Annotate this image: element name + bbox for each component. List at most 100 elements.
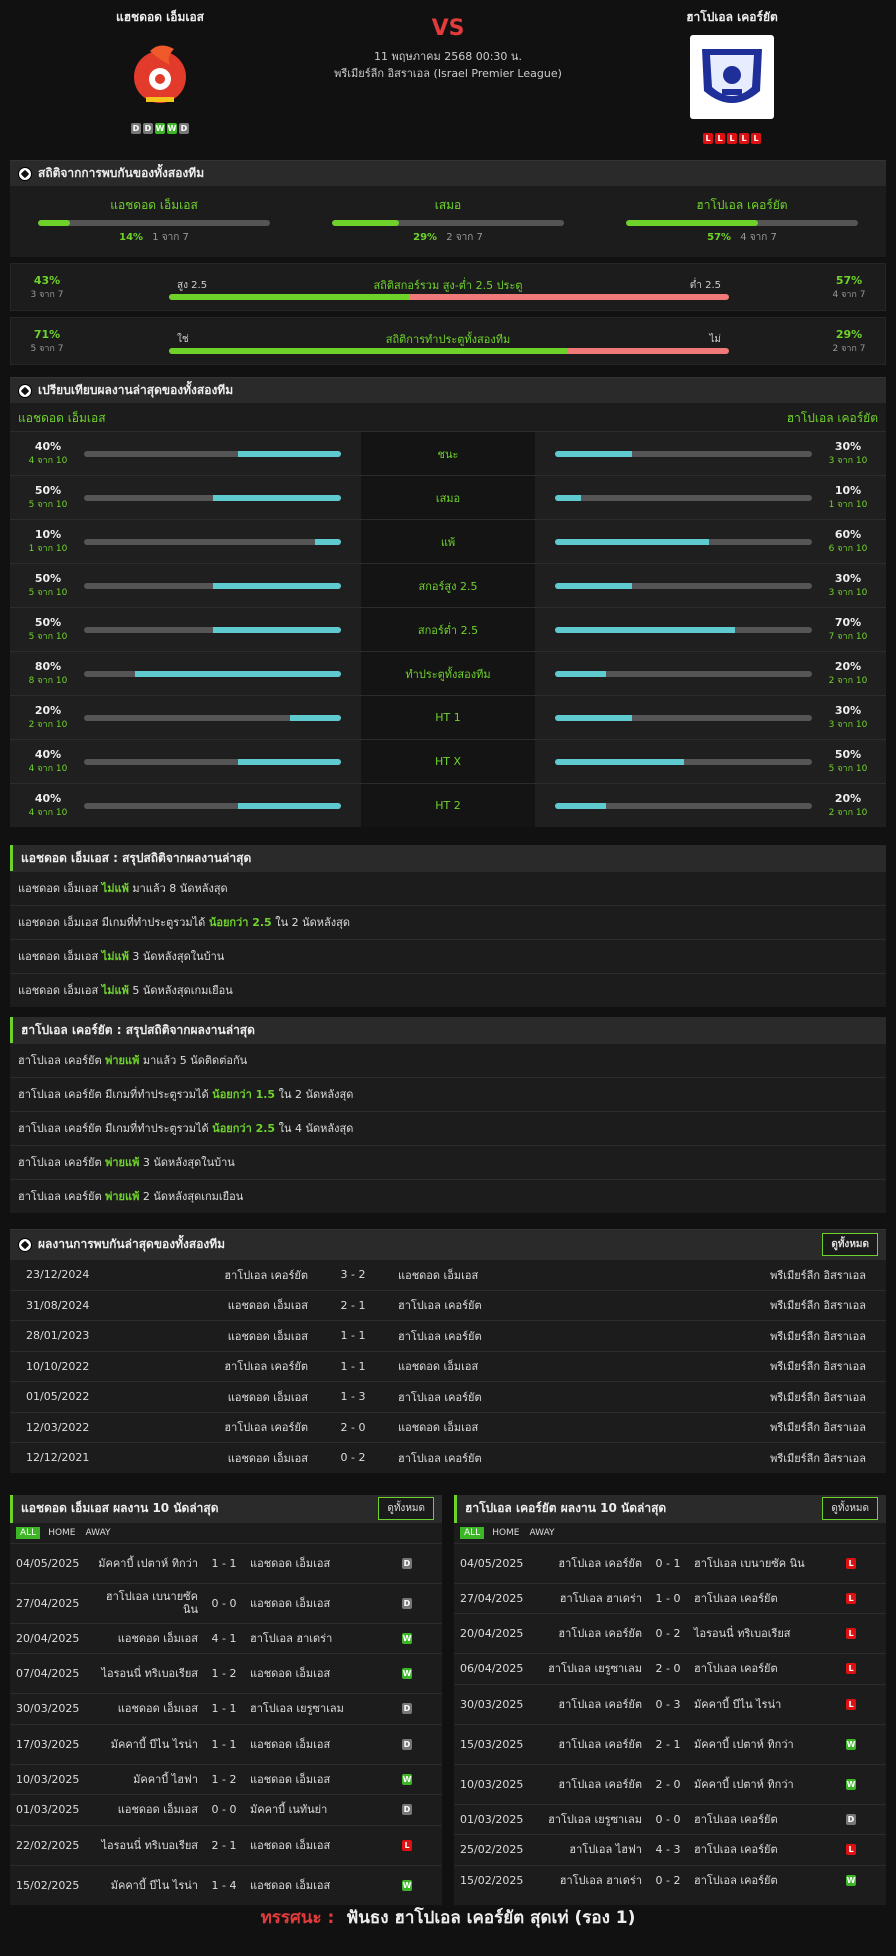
h2h-list-title: ผลงานการพบกันล่าสุดของทั้งสองทีม [38, 1237, 226, 1251]
match-home: ฮาโปเอล เบนายซัค นิน [105, 1590, 198, 1616]
summary-highlight: น้อยกว่า 2.5 [208, 916, 272, 929]
compare-left-sub: 1 จาก 10 [28, 544, 68, 554]
compare-left-sub: 2 จาก 10 [28, 720, 68, 730]
result-badge: L [846, 1844, 856, 1856]
tab-all[interactable]: ALL [460, 1526, 485, 1539]
match-score: 1 - 1 [211, 1556, 237, 1570]
h2h-col-label: แอชดอด เอ็มเอส [110, 198, 198, 212]
match-away: ฮาโปเอล เคอร์ยัต [398, 1451, 482, 1465]
h2h-bar [332, 220, 564, 226]
compare-left-fill [212, 627, 341, 633]
summary-highlight: ไม่แพ้ [101, 950, 129, 963]
match-home: ฮาโปเอล ฮาเดร่า [559, 1591, 642, 1605]
summary-team: ฮาโปเอล เคอร์ยัต [18, 1156, 102, 1169]
compare-right-pct: 30% [834, 704, 862, 717]
h2h-stats-header: สถิติจากการพบกันของทั้งสองทีม [10, 160, 886, 186]
match-home: ฮาโปเอล เคอร์ยัต [558, 1627, 642, 1640]
match-away: ฮาโปเอล เคอร์ยัต [694, 1662, 778, 1676]
compare-left-pct: 40% [34, 792, 62, 805]
compare-right-stat: 70% 7 จาก 10 [828, 616, 868, 643]
summary-team: แอชดอด เอ็มเอส [18, 950, 99, 963]
compare-left-pct: 10% [34, 528, 62, 541]
result-badge: D [402, 1557, 412, 1569]
h2h-bar [38, 220, 270, 226]
ou-title: สถิติสกอร์รวม สูง-ต่ำ 2.5 ประตู [373, 279, 523, 292]
match-score: 1 - 1 [340, 1359, 366, 1373]
tab-all[interactable]: ALL [16, 1526, 41, 1539]
compare-label: HT 1 [361, 696, 535, 739]
summary-post: ใน 4 นัดหลังสุด [278, 1122, 354, 1135]
result-badge: D [402, 1738, 412, 1750]
compare-left-fill [135, 671, 341, 677]
view-all-button[interactable]: ดูทั้งหมด [822, 1497, 878, 1520]
compare-right-fill [555, 627, 735, 633]
compare-left-pct: 40% [34, 440, 62, 453]
tab-home[interactable]: HOME [48, 1527, 76, 1538]
tab-home[interactable]: HOME [492, 1527, 520, 1538]
table-row: 28/01/2023 แอชดอด เอ็มเอส 1 - 1 ฮาโปเอล เคอ… [10, 1320, 886, 1351]
match-away: มัคคาบี้ เนทันย่า [250, 1803, 328, 1817]
match-date: 12/03/2022 [26, 1420, 90, 1434]
compare-right: 50% 5 จาก 10 [535, 740, 886, 783]
tab-away[interactable]: AWAY [529, 1527, 555, 1538]
last10-away-panel: ฮาโปเอล เคอร์ยัต ผลงาน 10 นัดล่าสุด ดูทั… [454, 1494, 886, 1905]
h2h-col-pct: 29% [413, 232, 438, 243]
tab-away[interactable]: AWAY [85, 1527, 111, 1538]
summary-highlight: น้อยกว่า 2.5 [212, 1122, 276, 1135]
match-home: ไอรอนนี่ ทริเบอเรียส [101, 1838, 198, 1852]
match-home: ฮาโปเอล เคอร์ยัต [224, 1421, 308, 1435]
match-score: 0 - 3 [655, 1697, 681, 1711]
h2h-result-cols: แอชดอด เอ็มเอส 14% 1 จาก 7 เสมอ 29% 2 จา… [10, 186, 886, 257]
compare-left-fill [315, 539, 341, 545]
compare-right-pct: 50% [834, 748, 862, 761]
compare-right-stat: 30% 3 จาก 10 [828, 572, 868, 599]
match-home: ฮาโปเอล ฮาเดร่า [559, 1873, 642, 1887]
match-score: 2 - 0 [655, 1662, 681, 1676]
match-date: 22/02/2025 [16, 1838, 80, 1852]
match-date: 17/03/2025 [16, 1737, 80, 1751]
compare-right: 20% 2 จาก 10 [535, 652, 886, 695]
match-league: พรีเมียร์ลีก อิสราเอล [770, 1360, 866, 1374]
compare-right-bar [555, 715, 812, 721]
last10-home-title: แอชดอด เอ็มเอส ผลงาน 10 นัดล่าสุด [21, 1501, 219, 1515]
match-home: ฮาโปเอล เคอร์ยัต [558, 1777, 642, 1791]
match-date: 25/02/2025 [460, 1843, 524, 1857]
match-away: แอชดอด เอ็มเอส [250, 1667, 331, 1680]
compare-left-pct: 80% [34, 660, 62, 673]
h2h-rows: 23/12/2024 ฮาโปเอล เคอร์ยัต 3 - 2 แอชดอด เอ… [10, 1259, 886, 1473]
compare-right: 70% 7 จาก 10 [535, 608, 886, 651]
match-date: 15/03/2025 [460, 1737, 524, 1751]
match-score: 3 - 2 [340, 1268, 366, 1282]
btts-right-pct: 29% [835, 328, 863, 341]
view-all-button[interactable]: ดูทั้งหมด [822, 1233, 878, 1256]
compare-right-fill [555, 451, 633, 457]
summary-away-lines: ฮาโปเอล เคอร์ยัต พ่ายแพ้ มาแล้ว 5 นัดติด… [10, 1043, 886, 1213]
result-badge: L [846, 1592, 856, 1604]
summary-post: มาแล้ว 5 นัดติดต่อกัน [142, 1054, 248, 1067]
summary-line: ฮาโปเอล เคอร์ยัต พ่ายแพ้ มาแล้ว 5 นัดติด… [10, 1043, 886, 1077]
compare-right-fill [555, 759, 684, 765]
ou-right-sub: 4 จาก 7 [832, 290, 866, 300]
vs-label: VS [431, 16, 465, 41]
match-home: ฮาโปเอล เยรูซาเลม [548, 1662, 642, 1676]
summary-line: ฮาโปเอล เคอร์ยัต มีเกมที่ทำประตูรวมได้ น… [10, 1077, 886, 1111]
compare-row: 20% 2 จาก 10 HT 1 30% 3 จาก 10 [10, 695, 886, 739]
match-away: แอชดอด เอ็มเอส [250, 1878, 331, 1892]
league-name: พรีเมียร์ลีก อิสราเอล (Israel Premier Le… [334, 67, 562, 80]
compare-left-sub: 5 จาก 10 [28, 500, 68, 510]
table-row: 30/03/2025 ฮาโปเอล เคอร์ยัต 0 - 3 มัคคาบี้ … [454, 1683, 886, 1724]
match-score: 4 - 3 [655, 1843, 681, 1857]
form-badge: D [179, 123, 189, 134]
match-home: แอชดอด เอ็มเอส [117, 1702, 198, 1716]
match-away: แอชดอด เอ็มเอส [398, 1268, 479, 1282]
match-away: ฮาโปเอล เยรูซาเลม [250, 1702, 344, 1716]
home-team-name: แฮชดอด เอ็มเอส [115, 10, 205, 24]
h2h-col-draw: เสมอ 29% 2 จาก 7 [332, 196, 564, 245]
match-home: แอชดอด เอ็มเอส [117, 1631, 198, 1645]
result-badge: L [846, 1663, 856, 1675]
view-all-button[interactable]: ดูทั้งหมด [378, 1497, 434, 1520]
compare-right-sub: 3 จาก 10 [828, 456, 868, 466]
